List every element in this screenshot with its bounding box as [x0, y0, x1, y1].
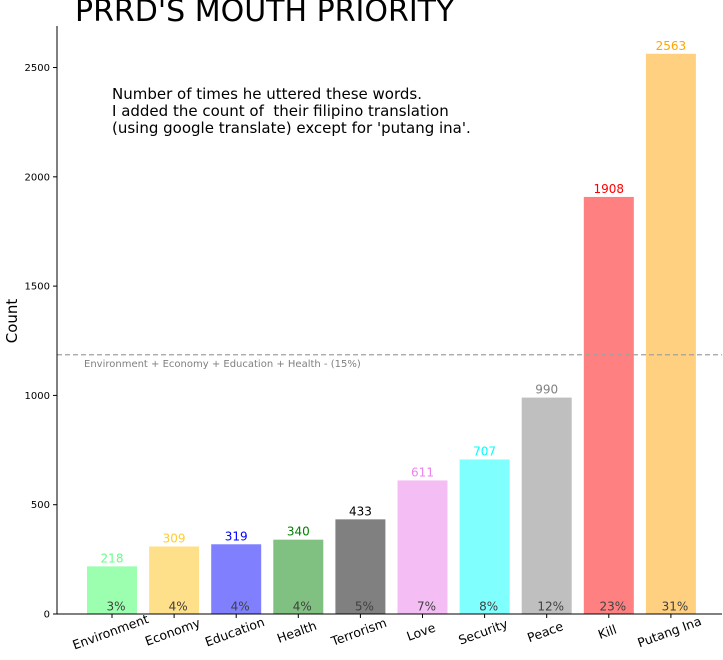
- bar-terrorism: [335, 519, 386, 614]
- bar-peace: [521, 397, 572, 614]
- percent-label: 8%: [479, 600, 498, 614]
- y-tick-label: 1500: [25, 282, 50, 293]
- bar-putang-ina: [645, 53, 696, 614]
- y-tick-label: 0: [44, 610, 50, 621]
- value-label: 1908: [594, 182, 625, 196]
- bar-economy: [149, 546, 200, 614]
- bar-health: [273, 539, 324, 614]
- percent-label: 4%: [293, 600, 312, 614]
- value-label: 611: [411, 465, 434, 479]
- x-tick-label: Kill: [596, 622, 619, 642]
- x-tick-label: Education: [203, 614, 267, 649]
- annotation-line-3: (using google translate) except for 'put…: [112, 119, 471, 137]
- annotation-line-2: I added the count of their filipino tran…: [112, 102, 449, 120]
- value-label: 309: [163, 531, 186, 545]
- x-tick-label: Peace: [525, 618, 565, 645]
- x-tick-label: Terrorism: [328, 615, 389, 649]
- annotation-line-1: Number of times he uttered these words.: [112, 85, 422, 103]
- chart-annotation: Number of times he uttered these words. …: [112, 86, 471, 137]
- reference-line-label: Environment + Economy + Education + Heal…: [84, 359, 361, 370]
- bar-education: [211, 544, 262, 614]
- percent-label: 7%: [417, 600, 436, 614]
- x-tick-label: Putang Ina: [635, 613, 703, 650]
- percent-label: 4%: [231, 600, 250, 614]
- value-label: 433: [349, 504, 372, 518]
- value-label: 218: [101, 551, 124, 565]
- bar-kill: [583, 196, 634, 615]
- y-tick-label: 2000: [25, 172, 50, 183]
- bar-environment: [87, 566, 137, 614]
- value-label: 340: [287, 525, 310, 539]
- x-tick-label: Health: [275, 618, 319, 646]
- bar-love: [397, 480, 448, 614]
- y-tick-label: 1000: [25, 391, 50, 402]
- y-tick-label: 500: [31, 500, 50, 511]
- y-tick-label: 2500: [25, 63, 50, 74]
- percent-label: 5%: [355, 600, 374, 614]
- x-tick-label: Economy: [143, 615, 203, 649]
- percent-label: 31%: [662, 600, 689, 614]
- value-label: 319: [225, 529, 248, 543]
- percent-label: 3%: [106, 600, 125, 614]
- percent-label: 12%: [537, 600, 564, 614]
- percent-label: 4%: [169, 600, 188, 614]
- percent-label: 23%: [599, 600, 626, 614]
- value-label: 990: [535, 383, 558, 397]
- x-tick-label: Environment: [70, 611, 150, 652]
- x-tick-label: Love: [405, 620, 438, 644]
- value-label: 2563: [656, 39, 687, 53]
- bar-security: [459, 459, 510, 614]
- x-tick-label: Security: [456, 616, 510, 648]
- chart-title: PRRD'S MOUTH PRIORITY: [75, 0, 455, 29]
- value-label: 707: [473, 444, 496, 458]
